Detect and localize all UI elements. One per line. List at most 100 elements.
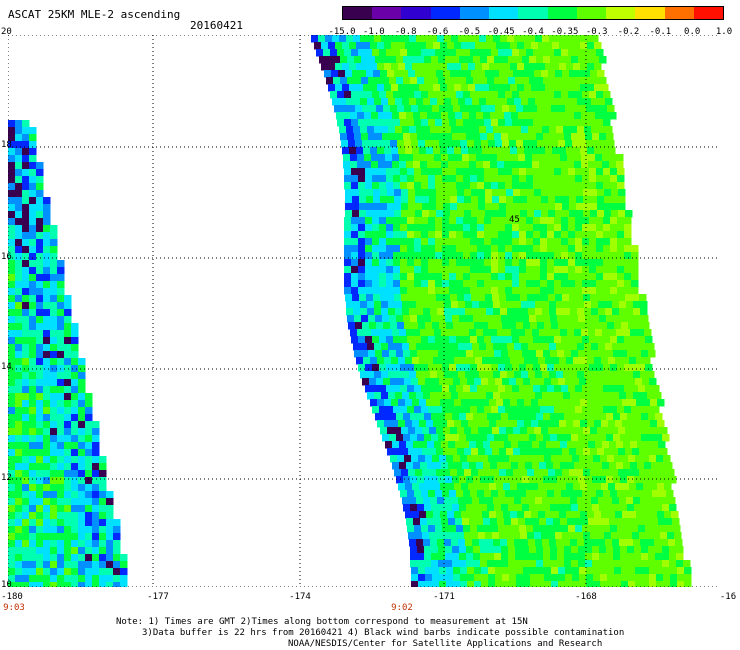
- swath-cell: [646, 448, 654, 456]
- swath-cell: [410, 476, 418, 484]
- swath-cell: [484, 273, 492, 281]
- swath-cell: [518, 154, 526, 162]
- swath-cell: [482, 511, 490, 519]
- swath-cell: [571, 553, 579, 561]
- swath-cell: [632, 469, 640, 477]
- swath-cell: [441, 462, 449, 470]
- swath-cell: [620, 560, 628, 568]
- swath-cell: [519, 525, 527, 533]
- swath-cell: [559, 357, 567, 365]
- swath-cell: [344, 259, 352, 267]
- swath-cell: [604, 427, 612, 435]
- swath-cell: [498, 91, 506, 99]
- swath-cell: [401, 210, 409, 218]
- swath-cell: [576, 196, 584, 204]
- chart-title: ASCAT 25KM MLE-2 ascending: [8, 8, 181, 21]
- swath-cell: [347, 77, 355, 85]
- swath-cell: [403, 476, 411, 484]
- swath-cell: [569, 203, 577, 211]
- swath-cell: [400, 385, 408, 393]
- swath-cell: [529, 476, 537, 484]
- swath-cell: [508, 133, 516, 141]
- swath-cell: [524, 483, 532, 491]
- swath-cell: [429, 469, 437, 477]
- swath-cell: [606, 560, 614, 568]
- swath-cell: [394, 210, 402, 218]
- swath-cell: [515, 56, 523, 64]
- swath-cell: [664, 511, 672, 519]
- swath-cell: [492, 196, 500, 204]
- swath-cell: [440, 357, 448, 365]
- swath-cell: [43, 197, 51, 205]
- swath-cell: [407, 238, 415, 246]
- swath-cell: [542, 126, 550, 134]
- swath-cell: [619, 343, 627, 351]
- swath-cell: [563, 308, 571, 316]
- swath-cell: [631, 336, 639, 344]
- swath-cell: [407, 525, 415, 533]
- swath-cell: [340, 77, 348, 85]
- swath-cell: [638, 385, 646, 393]
- swath-cell: [485, 427, 493, 435]
- swath-cell: [551, 378, 559, 386]
- swath-cell: [602, 518, 610, 526]
- swath-cell: [569, 210, 577, 218]
- swath-cell: [36, 267, 44, 275]
- swath-cell: [463, 406, 471, 414]
- swath-cell: [387, 70, 395, 78]
- swath-cell: [438, 133, 446, 141]
- swath-cell: [29, 302, 37, 310]
- swath-cell: [36, 407, 44, 415]
- swath-cell: [491, 273, 499, 281]
- swath-cell: [464, 196, 472, 204]
- swath-cell: [331, 70, 339, 78]
- swath-cell: [563, 371, 571, 379]
- swath-cell: [50, 365, 58, 373]
- swath-cell: [428, 175, 436, 183]
- swath-cell: [578, 504, 586, 512]
- swath-cell: [387, 203, 395, 211]
- swath-cell: [419, 63, 427, 71]
- swath-cell: [548, 532, 556, 540]
- swath-cell: [631, 385, 639, 393]
- swath-cell: [335, 84, 343, 92]
- swath-cell: [531, 63, 539, 71]
- swath-cell: [540, 175, 548, 183]
- swath-cell: [540, 182, 548, 190]
- swath-cell: [617, 259, 625, 267]
- swath-cell: [487, 56, 495, 64]
- footnote-line-1: Note: 1) Times are GMT 2)Times along bot…: [116, 617, 528, 627]
- swath-cell: [15, 372, 23, 380]
- swath-cell: [71, 547, 79, 555]
- swath-cell: [470, 175, 478, 183]
- swath-cell: [433, 420, 441, 428]
- swath-cell: [29, 477, 37, 485]
- swath-cell: [64, 295, 72, 303]
- swath-cell: [8, 505, 16, 513]
- swath-cell: [526, 245, 534, 253]
- swath-cell: [496, 84, 504, 92]
- swath-cell: [471, 448, 479, 456]
- swath-cell: [429, 189, 437, 197]
- swath-cell: [600, 455, 608, 463]
- swath-cell: [570, 308, 578, 316]
- swath-cell: [360, 98, 368, 106]
- swath-cell: [407, 182, 415, 190]
- swath-cell: [390, 140, 398, 148]
- swath-cell: [481, 567, 489, 575]
- swath-cell: [485, 210, 493, 218]
- swath-cell: [386, 224, 394, 232]
- swath-cell: [596, 175, 604, 183]
- swath-cell: [641, 560, 649, 568]
- swath-cell: [647, 392, 655, 400]
- swath-cell: [446, 574, 454, 582]
- swath-cell: [521, 308, 529, 316]
- swath-cell: [622, 483, 630, 491]
- swath-cell: [389, 56, 397, 64]
- swath-cell: [624, 385, 632, 393]
- swath-cell: [538, 357, 546, 365]
- swath-cell: [562, 196, 570, 204]
- swath-cell: [29, 155, 37, 163]
- swath-cell: [471, 427, 479, 435]
- swath-cell: [493, 539, 501, 547]
